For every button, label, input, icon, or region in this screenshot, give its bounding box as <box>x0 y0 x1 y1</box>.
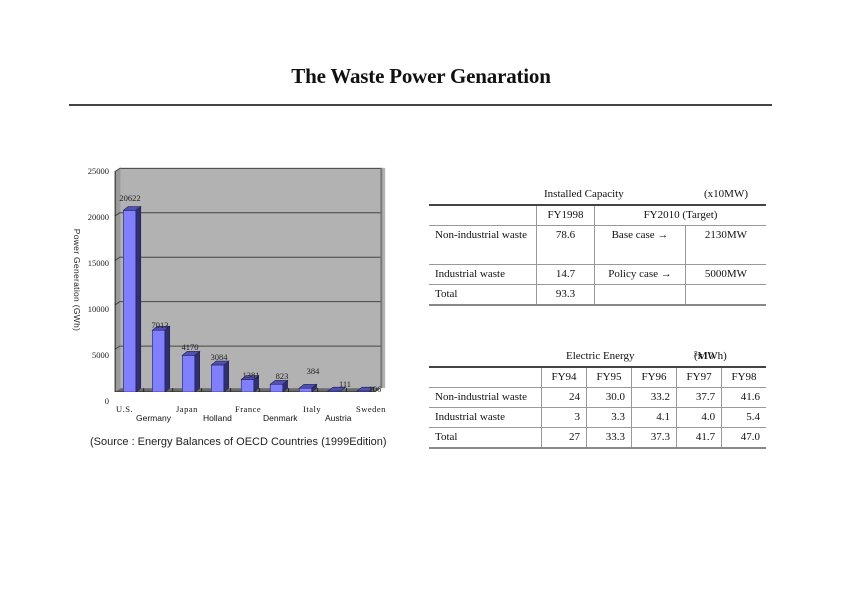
row-label: Non-industrial waste <box>429 387 542 408</box>
bar-value-label: 823 <box>275 371 289 381</box>
cell-case: Policy case → <box>594 264 686 285</box>
cell-value: 3 <box>540 407 587 428</box>
row-label: Industrial waste <box>429 407 542 428</box>
row-label: Total <box>429 284 537 306</box>
table-row: Non-industrial waste 24 30.0 33.2 37.7 4… <box>429 387 766 408</box>
cell-value: 33.3 <box>586 427 632 449</box>
table-row: Industrial waste 14.7 Policy case → 5000… <box>429 264 766 285</box>
table-header-row: FY1998 FY2010 (Target) <box>429 204 766 226</box>
table-row: Total 27 33.3 37.3 41.7 47.0 <box>429 427 766 449</box>
cell-case <box>594 284 686 306</box>
table-caption: Electric Energy <box>566 350 635 362</box>
cell-value: 93.3 <box>536 284 595 306</box>
header-cell <box>429 366 542 388</box>
row-label: Non-industrial waste <box>429 225 537 265</box>
x-category-label: Japan <box>176 404 198 414</box>
y-tick: 10000 <box>87 304 109 314</box>
row-label: Industrial waste <box>429 264 537 285</box>
bar-chart: Power Generation (GWh) 25000 20000 15000… <box>55 160 400 448</box>
title-divider <box>69 104 772 106</box>
y-tick: 0 <box>104 396 109 406</box>
cell-value: 4.0 <box>676 407 722 428</box>
header-cell: FY96 <box>631 366 677 388</box>
cell-value: 24 <box>540 387 587 408</box>
cell-case: Base case → <box>594 225 686 265</box>
cell-value: 5.4 <box>721 407 766 428</box>
x-category-label: France <box>235 404 262 414</box>
table-unit: (x10 5 MWh) <box>694 350 727 362</box>
bar-value-label: 1381 <box>242 370 260 380</box>
bar-value-label: 20622 <box>119 193 141 203</box>
installed-capacity-table: Installed Capacity (x10MW) FY1998 FY2010… <box>429 188 766 306</box>
cell-value: 14.7 <box>536 264 595 285</box>
x-category-label: Holland <box>203 413 232 423</box>
bar-value-label: 384 <box>306 366 320 376</box>
header-cell: FY97 <box>676 366 722 388</box>
cell-value: 41.7 <box>676 427 722 449</box>
cell-value: 33.2 <box>631 387 677 408</box>
header-cell: FY94 <box>540 366 587 388</box>
table-caption: Installed Capacity <box>544 188 624 200</box>
y-tick: 15000 <box>87 258 109 268</box>
bar-value-label: 111 <box>338 379 352 389</box>
cell-value: 47.0 <box>721 427 766 449</box>
cell-value: 30.0 <box>586 387 632 408</box>
x-category-label: U.S. <box>116 404 134 414</box>
table-header-row: FY94 FY95 FY96 FY97 FY98 <box>429 366 766 388</box>
cell-value: 37.3 <box>631 427 677 449</box>
x-category-label: Denmark <box>263 413 298 423</box>
cell-value: 3.3 <box>586 407 632 428</box>
x-category-label: Germany <box>136 413 171 423</box>
source-note: (Source : Energy Balances of OECD Countr… <box>90 436 387 448</box>
y-tick: 20000 <box>87 212 109 222</box>
header-cell: FY1998 <box>536 204 595 226</box>
electric-energy-table: Electric Energy (x10 5 MWh) FY94 FY95 FY96… <box>429 350 766 449</box>
row-label: Total <box>429 427 542 449</box>
table-row: Industrial waste 3 3.3 4.1 4.0 5.4 <box>429 407 766 428</box>
cell-value: 4.1 <box>631 407 677 428</box>
cell-target <box>685 284 766 306</box>
x-category-label: Italy <box>303 404 322 414</box>
cell-target: 2130MW <box>685 225 766 265</box>
bar-value-label: 7013 <box>151 320 169 330</box>
y-tick: 5000 <box>92 350 109 360</box>
cell-value: 27 <box>540 427 587 449</box>
table-row: Non-industrial waste 78.6 Base case → 21… <box>429 225 766 265</box>
bar-value-label: 3084 <box>210 352 228 362</box>
cell-value: 41.6 <box>721 387 766 408</box>
page-title: The Waste Power Genaration <box>291 64 551 88</box>
plot-area <box>114 167 386 392</box>
table-unit: (x10MW) <box>704 188 748 200</box>
header-cell <box>429 204 537 226</box>
bar-value-label: 4170 <box>181 342 199 352</box>
header-cell: FY2010 (Target) <box>594 204 766 226</box>
table-row: Total 93.3 <box>429 284 766 306</box>
y-axis-label: Power Generation (GWh) <box>72 228 82 332</box>
x-category-label: Austria <box>325 413 352 423</box>
x-category-label: Sweden <box>356 404 386 414</box>
cell-value: 78.6 <box>536 225 595 265</box>
y-tick: 25000 <box>87 166 109 176</box>
cell-target: 5000MW <box>685 264 766 285</box>
bar-value-label: 106 <box>368 384 382 394</box>
header-cell: FY98 <box>721 366 766 388</box>
header-cell: FY95 <box>586 366 632 388</box>
cell-value: 37.7 <box>676 387 722 408</box>
